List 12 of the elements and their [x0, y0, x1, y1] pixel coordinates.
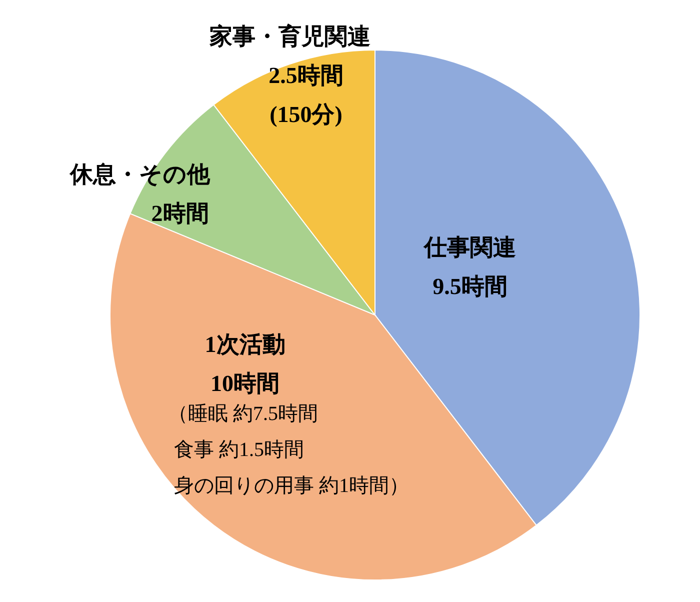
data-label: 10時間 — [210, 371, 280, 396]
slice-label: 休息・その他 — [69, 162, 211, 187]
text: （睡眠 約7.5時間 — [168, 403, 318, 425]
text: 身の回りの用事 約1時間） — [174, 475, 409, 497]
slice-label: 1次活動 — [204, 332, 286, 357]
data-label: 2.5時間 — [268, 63, 344, 88]
text: (150分) — [270, 102, 342, 127]
data-label: 9.5時間 — [432, 274, 508, 299]
data-label: 2時間 — [151, 201, 209, 226]
slice-label: 仕事関連 — [423, 235, 516, 260]
slice-label: 家事・育児関連 — [208, 23, 370, 49]
text: 食事 約1.5時間 — [174, 439, 304, 461]
